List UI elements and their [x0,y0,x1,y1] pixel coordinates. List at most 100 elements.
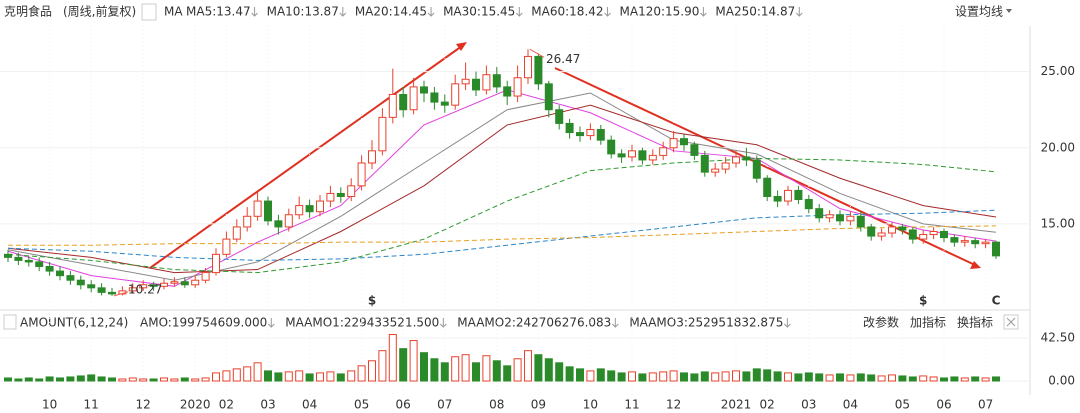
candle-body [960,240,969,243]
volume-bar [742,371,751,382]
volume-bar [565,366,574,382]
candle-body [284,214,293,228]
indicator-button[interactable]: 加指标 [910,315,946,330]
candle-body [669,138,678,149]
candle-body [409,86,418,111]
candle-body [45,266,54,272]
volume-bar [794,373,803,382]
volume-bar [898,375,907,382]
volume-bar [638,373,647,382]
event-marker[interactable]: C [992,294,1001,308]
volume-bar [617,372,626,382]
volume-bar [160,377,168,382]
candle-body [76,279,85,286]
x-tick-label: 02 [760,398,775,412]
volume-bar [960,377,969,382]
volume-bar [929,376,938,382]
candle-body [690,144,699,156]
x-tick-label: 09 [531,398,546,412]
candle-body [908,229,917,240]
event-marker[interactable]: $ [368,294,376,308]
ma-arrow [427,7,435,17]
volume-bar [877,375,886,382]
volume-bar [690,373,699,382]
volume-bar [700,371,709,382]
event-marker[interactable]: $ [919,294,927,308]
candle-body [815,208,824,219]
amount-label: MAAMO1:229433521.500 [285,316,439,330]
arrow-head [456,42,467,51]
volume-bar [919,375,928,382]
stock-name: 克明食品 [4,4,52,19]
candle-body [66,275,75,281]
volume-bar [295,370,304,382]
volume-bar [264,370,272,382]
x-tick-label: 07 [978,398,993,412]
candle-body [846,215,855,222]
volume-tick-label: 0.00 [1048,374,1075,388]
volume-bar [461,354,470,382]
ma-toggle[interactable] [141,3,157,21]
volume-bar [180,377,189,382]
volume-bar [336,373,345,382]
volume-bar [648,372,657,382]
candle-body [732,156,740,164]
ma-line [8,225,997,246]
amount-arrow [267,318,275,328]
close-button[interactable] [1003,314,1019,330]
candle-body [992,241,1000,257]
volume-bar [87,374,96,382]
candle-body [742,156,751,161]
candle-body [482,74,491,91]
volume-bar [357,365,366,382]
x-tick-label: 03 [260,398,275,412]
volume-bar [628,371,636,382]
y-tick-label: 25.00 [1041,64,1075,78]
candle-body [534,55,543,85]
candle-body [607,139,616,155]
candle-body [316,200,324,213]
volume-bar [243,366,252,382]
x-tick-label: 07 [437,398,452,412]
volume-bar [368,360,376,382]
candle-body [773,195,782,202]
volume-bar [430,358,439,382]
indicator-button[interactable]: 换指标 [957,315,993,330]
ma-title: MA [164,5,183,19]
volume-bar [14,378,23,382]
ma-settings[interactable]: 设置均线 [955,5,1003,19]
volume-bar [316,372,324,382]
volume-bar [888,374,896,382]
chart-mode[interactable]: (周线,前复权) [63,4,136,19]
candle-body [305,205,314,213]
volume-bar [596,368,605,382]
indicator-button[interactable]: 改参数 [863,315,899,330]
candle-body [576,132,584,137]
low-pointer [113,291,129,297]
x-tick-label: 10 [42,398,57,412]
x-tick-label: 12 [136,398,151,412]
volume-bar [399,348,408,382]
candle-body [617,153,626,158]
volume-bar [950,376,959,382]
ma-line [7,104,997,274]
volume-bar [76,375,85,382]
volume-bar [284,371,293,382]
volume-bar [752,368,761,382]
volume-bar [607,370,616,382]
candle-body [212,253,220,274]
volume-bar [732,370,740,382]
volume-bar [128,377,137,382]
ma-label: MA120:15.90 [620,5,700,19]
candle-body [368,150,376,164]
candle-body [596,129,605,141]
volume-bar [420,352,428,382]
candle-body [877,232,886,237]
volume-bar [836,373,844,382]
indicator-toggle[interactable] [3,314,17,330]
candle-body [513,77,522,97]
ma-label: MA250:14.87 [715,5,795,19]
candle-body [680,138,688,146]
x-tick-label: 06 [396,398,411,412]
